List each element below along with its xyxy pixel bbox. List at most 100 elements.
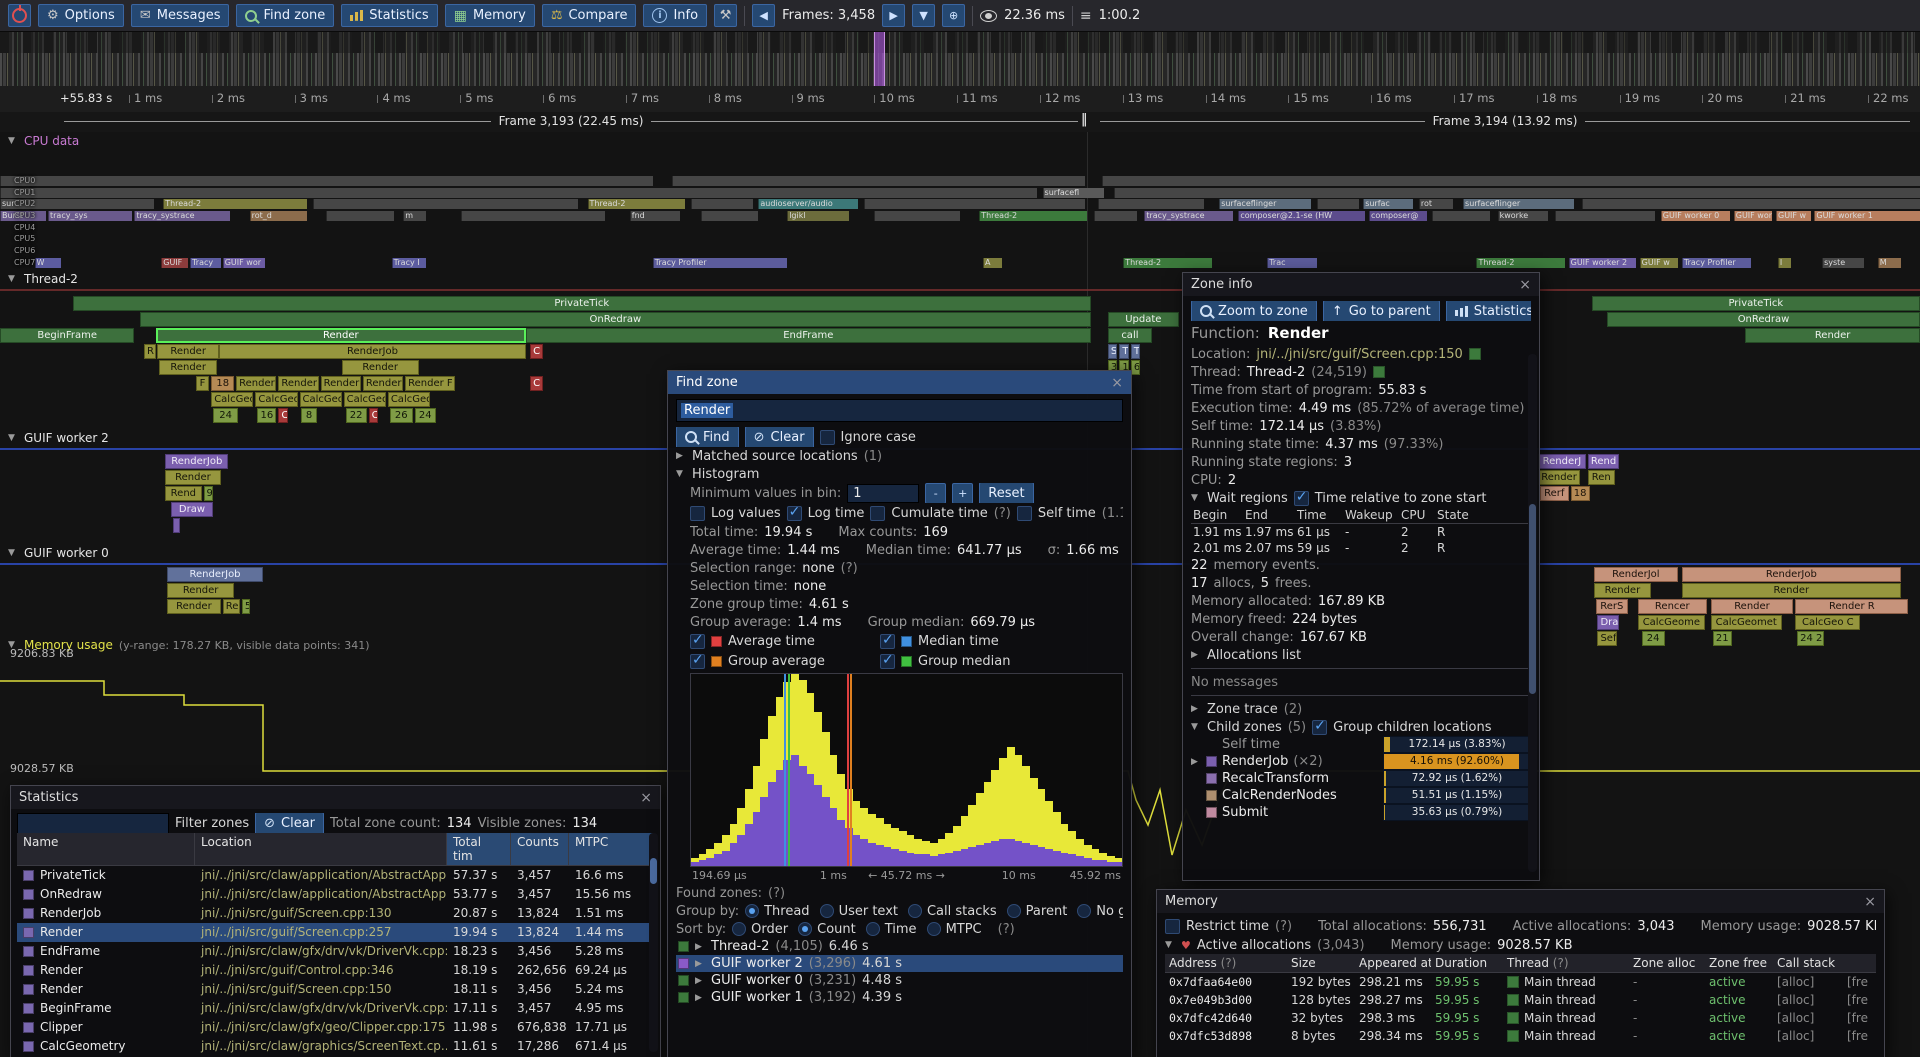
cpu-zone[interactable]: GUIF w: [1639, 258, 1679, 268]
cpu-zone[interactable]: Thread-2: [1123, 258, 1212, 268]
timeline-zone[interactable]: RenderJob: [167, 567, 264, 582]
timeline-zone[interactable]: 24: [414, 408, 436, 423]
timeline-zone[interactable]: T: [1119, 344, 1129, 359]
timeline-zone[interactable]: Render: [167, 583, 235, 598]
cpu-zone[interactable]: surfaceflinger: [1463, 199, 1575, 209]
find-zone-button[interactable]: Find zone: [236, 4, 335, 27]
legend-checkbox[interactable]: [880, 632, 895, 649]
cpu-zone[interactable]: [864, 199, 1085, 209]
goto-frame-button[interactable]: ⊕: [942, 4, 966, 27]
allocation-row[interactable]: 0x7dfaa64e00 192 bytes 298.21 ms 59.95 s…: [1165, 973, 1876, 991]
timeline-zone[interactable]: 9: [203, 486, 214, 501]
frames-overview-graph[interactable]: [0, 32, 1920, 87]
cpu-zone[interactable]: [1582, 199, 1920, 209]
timeline-zone[interactable]: 6: [1130, 360, 1141, 375]
sort-by-radio[interactable]: Count: [798, 922, 856, 937]
cpu-zone[interactable]: [873, 211, 960, 221]
allocation-row[interactable]: 0x7dfc53d898 8 bytes 298.34 ms 59.95 s M…: [1165, 1027, 1876, 1045]
cpu-zone[interactable]: tracy_systrace: [134, 211, 231, 221]
cpu-zone[interactable]: I: [1777, 258, 1792, 268]
timeline-zone[interactable]: Render: [320, 376, 361, 391]
find-zone-histogram[interactable]: [690, 673, 1123, 867]
thread-header[interactable]: ▼ GUIF worker 2: [8, 431, 109, 445]
frame-span[interactable]: Frame 3,193 (22.45 ms): [64, 112, 1078, 130]
close-icon[interactable]: ×: [1519, 276, 1531, 293]
column-header-mtpc[interactable]: MTPC: [569, 833, 654, 866]
timeline-zone[interactable]: Dra: [1597, 615, 1619, 630]
matched-locations-toggle[interactable]: ▶ Matched source locations (1): [676, 447, 1123, 465]
help-marker[interactable]: (?): [1275, 918, 1293, 934]
increment-button[interactable]: +: [952, 483, 974, 503]
timeline-zone[interactable]: Render: [362, 376, 404, 391]
scrollbar[interactable]: [1528, 354, 1537, 872]
next-frame-button[interactable]: ▶: [882, 4, 906, 27]
timeline-zone[interactable]: Update: [1107, 312, 1179, 327]
child-zone-row[interactable]: Submit 35.63 µs (0.79%): [1191, 804, 1531, 821]
cpu-zone[interactable]: [0, 188, 1037, 198]
cpu-zone[interactable]: Trac: [1267, 258, 1318, 268]
timeline-zone[interactable]: Sef: [1597, 631, 1617, 646]
timeline-zone[interactable]: OnRedraw: [1607, 312, 1920, 327]
cpu-zone[interactable]: W: [34, 258, 62, 268]
child-zones-toggle[interactable]: ▼ Child zones (5) Group children locatio…: [1191, 718, 1531, 736]
timeline-zone[interactable]: Render: [1745, 328, 1920, 343]
search-input[interactable]: Render: [676, 399, 1123, 422]
help-marker[interactable]: (?): [993, 505, 1011, 521]
timeline-zone[interactable]: RenderJob: [165, 454, 229, 469]
cpu-zone[interactable]: [672, 176, 1085, 186]
timeline-zone[interactable]: CalcGeo C: [1795, 615, 1861, 630]
cpu-zone[interactable]: tracy_sys: [48, 211, 133, 221]
cpu-zone[interactable]: Tracy I: [391, 258, 427, 268]
allocations-list-toggle[interactable]: ▶ Allocations list: [1191, 646, 1531, 664]
legend-item[interactable]: Median time: [880, 632, 1070, 650]
clear-button[interactable]: ⊘ Clear: [744, 427, 814, 447]
cpu-zone[interactable]: [1094, 211, 1137, 221]
timeline-zone[interactable]: Render: [341, 360, 419, 375]
clear-filter-button[interactable]: ⊘ Clear: [255, 813, 325, 833]
statistics-button[interactable]: Statistics: [341, 4, 438, 27]
go-to-parent-button[interactable]: ↑ Go to parent: [1322, 301, 1440, 321]
relative-time-checkbox[interactable]: [1293, 489, 1309, 506]
zone-group-row[interactable]: ▶ Thread-2 (4,105) 6.46 s: [676, 938, 1123, 955]
zone-info-titlebar[interactable]: Zone info ×: [1183, 273, 1539, 296]
cpu-zone[interactable]: GUIF worker 2: [1568, 258, 1636, 268]
timeline-zone[interactable]: Re: [222, 599, 240, 614]
timeline-zone[interactable]: RenderJob: [1681, 567, 1901, 582]
cpu-zone[interactable]: GUIF w: [1776, 211, 1811, 221]
cpu-zone[interactable]: surfacefl: [1042, 188, 1104, 198]
frame-markers-row[interactable]: Frame 3,193 (22.45 ms) ‖ Frame 3,194 (13…: [0, 112, 1920, 132]
cpu-zone[interactable]: lgikl: [787, 211, 849, 221]
timeline-zone[interactable]: S: [1107, 344, 1118, 359]
ignore-case-checkbox[interactable]: [819, 429, 835, 445]
timeline-zone[interactable]: C: [368, 408, 379, 423]
zone-group-row[interactable]: ▶ GUIF worker 1 (3,192) 4.39 s: [676, 989, 1123, 1006]
legend-checkbox[interactable]: [880, 652, 895, 669]
thread-header[interactable]: ▼ GUIF worker 0: [8, 546, 109, 560]
timeline-zone[interactable]: 24 2: [1797, 631, 1824, 646]
timeline-zone[interactable]: Render: [1537, 470, 1581, 485]
zone-group-row[interactable]: ▶ GUIF worker 2 (3,296) 4.61 s: [676, 955, 1123, 972]
timeline-zone[interactable]: Rend: [1587, 454, 1619, 469]
cpu-zone[interactable]: GUIF wor: [222, 258, 265, 268]
options-button[interactable]: ⚙ Options: [38, 4, 124, 27]
group-by-radio[interactable]: Call stacks: [907, 904, 997, 919]
timeline-zone[interactable]: Render: [1710, 599, 1794, 614]
group-children-checkbox[interactable]: [1312, 718, 1328, 735]
cpu-zone[interactable]: [1098, 199, 1204, 209]
cpu-zone[interactable]: A: [983, 258, 1003, 268]
cpu-zone[interactable]: Thread-2: [1476, 258, 1565, 268]
sort-by-radio[interactable]: MTPC: [926, 922, 982, 937]
frame-dropdown-button[interactable]: ▼: [912, 4, 936, 27]
timeline-zone[interactable]: 18: [1570, 486, 1590, 501]
timeline-zone[interactable]: 21: [1712, 631, 1732, 646]
power-button[interactable]: [8, 4, 31, 27]
help-marker[interactable]: (?): [997, 921, 1015, 937]
timeline-zone[interactable]: CalcGeo: [299, 392, 342, 407]
cpu-zone[interactable]: GUIF work: [1733, 211, 1773, 221]
timeline-zone[interactable]: Render: [278, 376, 319, 391]
column-header-appeared[interactable]: Appeared at: [1355, 954, 1431, 973]
timeline-zone[interactable]: CalcGeo: [343, 392, 386, 407]
cpu-zone[interactable]: composer@2.1-se (HW: [1238, 211, 1366, 221]
zone-group-row[interactable]: ▶ GUIF worker 0 (3,231) 4.48 s: [676, 972, 1123, 989]
timeline-zone[interactable]: PrivateTick: [1591, 296, 1920, 311]
